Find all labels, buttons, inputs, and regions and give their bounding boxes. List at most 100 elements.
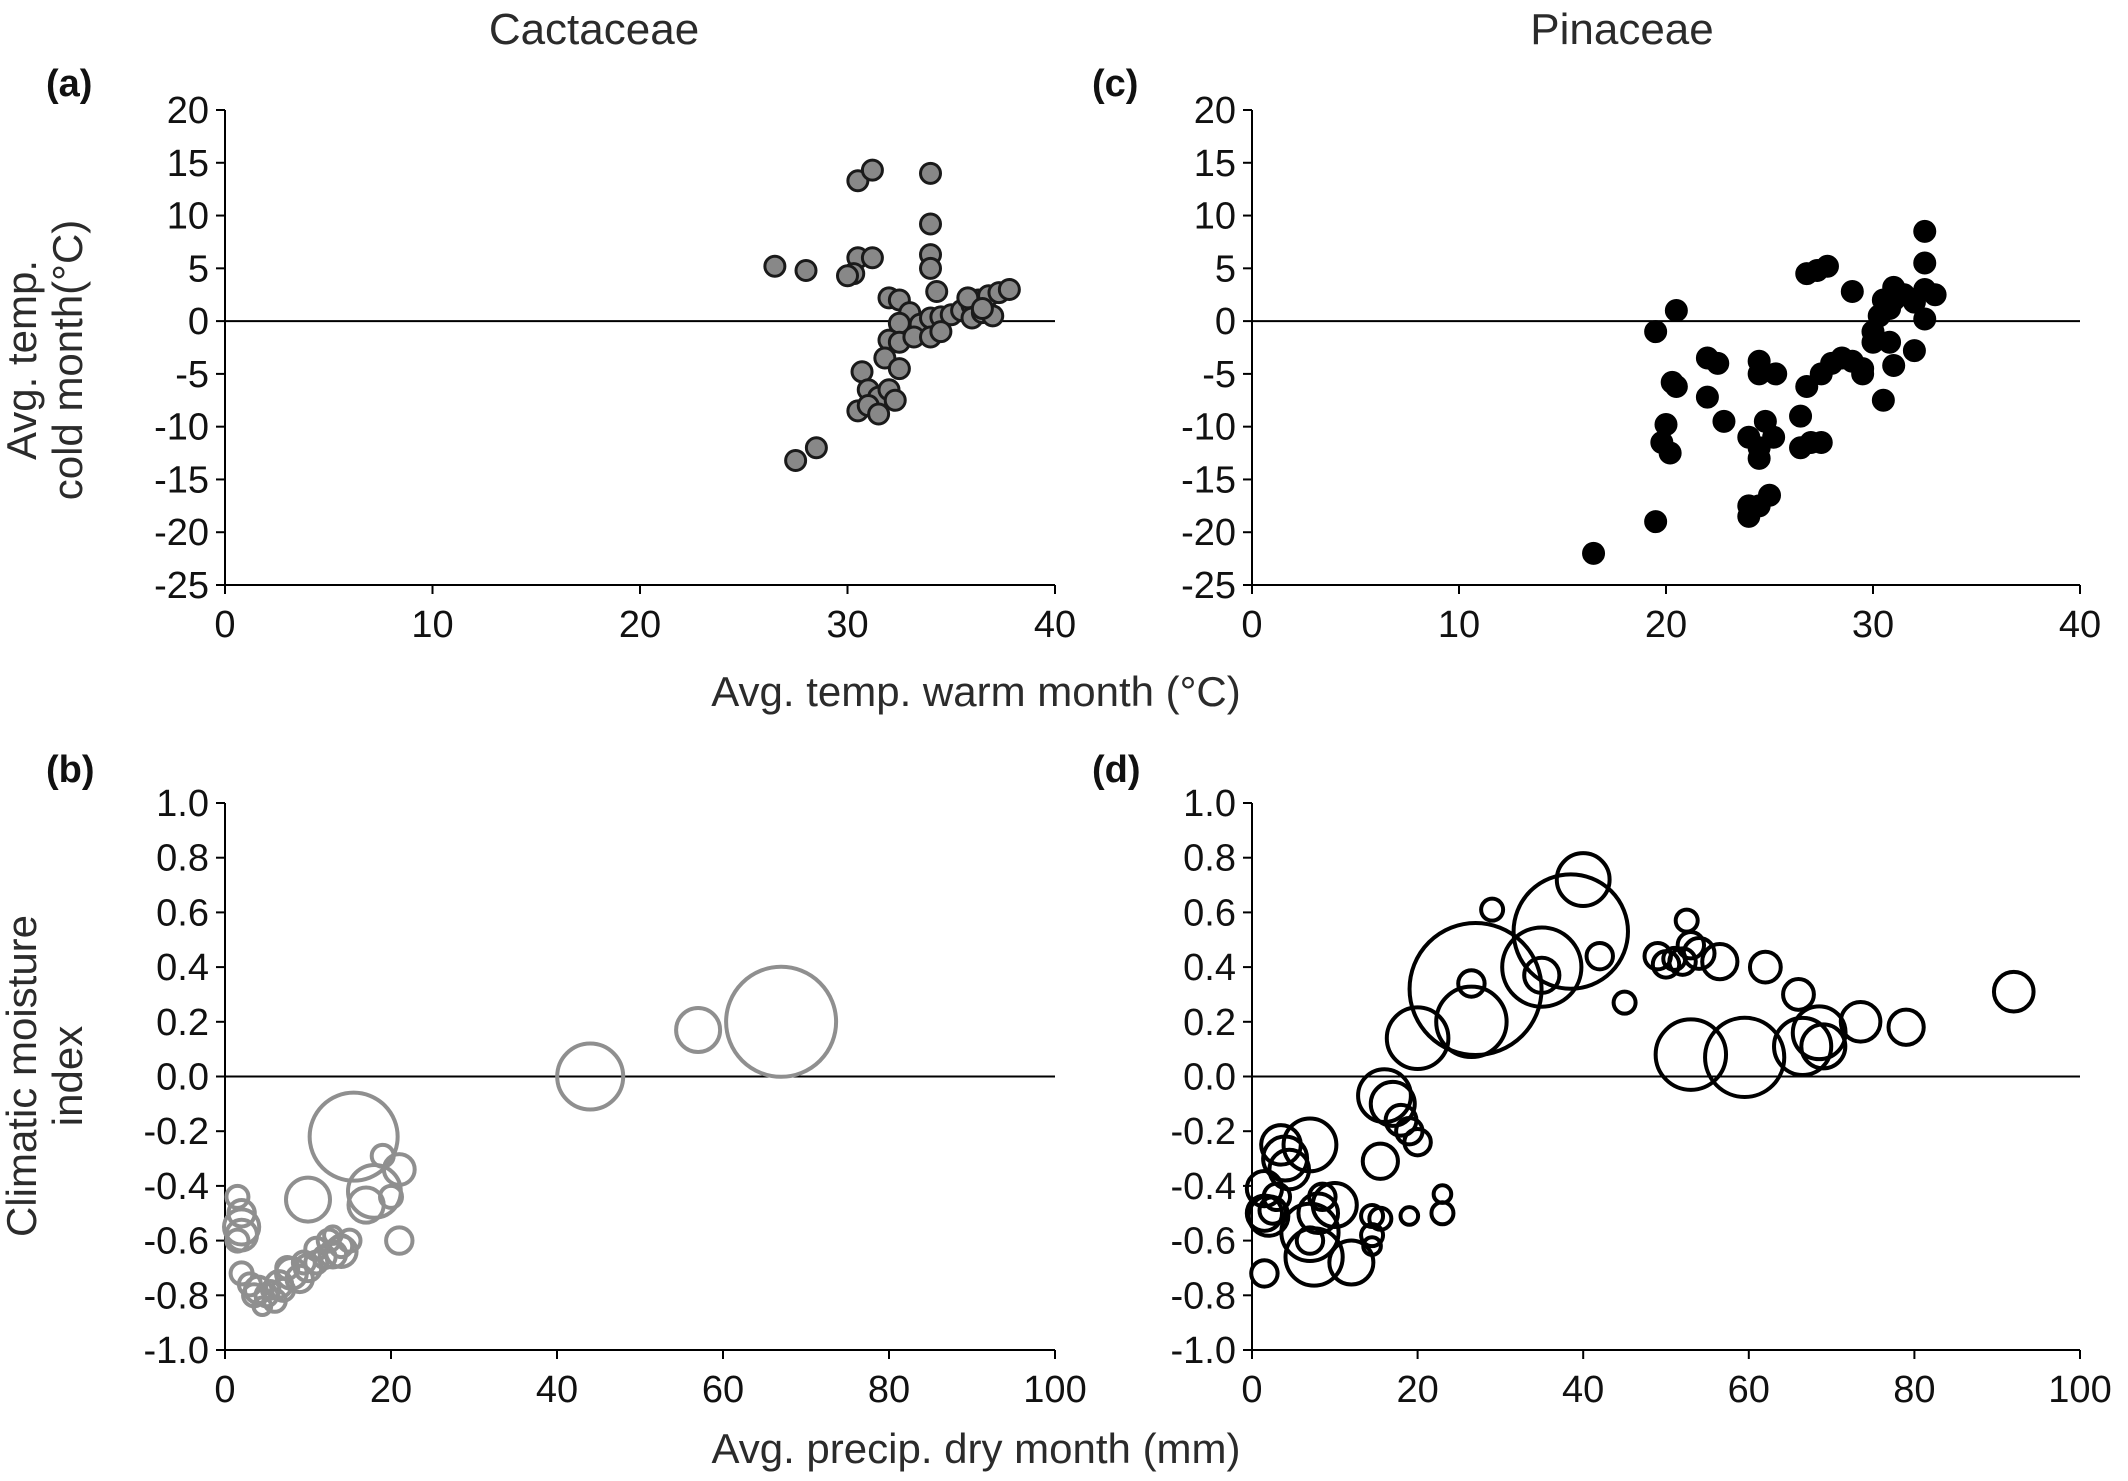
data-point	[1398, 1205, 1421, 1227]
x-tick-label: 100	[1023, 1369, 1086, 1411]
data-point	[315, 1227, 342, 1254]
data-point	[1991, 969, 2036, 1014]
data-point	[222, 1207, 262, 1247]
x-tick-label: 20	[370, 1369, 412, 1411]
y-tick-label: -10	[154, 407, 209, 449]
y-axis-label-moisture-line1: Climatic moisture	[0, 915, 45, 1237]
data-point	[284, 1175, 332, 1224]
y-tick-label: 0.2	[1183, 1002, 1236, 1044]
data-point	[763, 254, 787, 278]
data-point	[1429, 1200, 1456, 1227]
x-tick-label: 0	[1241, 604, 1262, 646]
y-tick-label: -0.2	[144, 1111, 209, 1153]
data-point	[674, 1006, 723, 1055]
data-point	[1712, 409, 1736, 433]
data-point	[1799, 1022, 1848, 1071]
data-point	[1257, 1195, 1288, 1226]
x-tick-label: 10	[411, 604, 453, 646]
data-point	[1747, 949, 1783, 985]
y-tick-label: -0.4	[1171, 1166, 1236, 1208]
x-tick-label: 40	[1034, 604, 1076, 646]
panel-label-d: (d)	[1092, 749, 1141, 791]
y-tick-label: -5	[175, 354, 209, 396]
x-tick-label: 100	[2048, 1369, 2111, 1411]
data-point	[1407, 920, 1544, 1057]
data-point	[1456, 968, 1487, 999]
data-point	[1611, 989, 1638, 1016]
series-points	[763, 158, 1021, 472]
data-point	[1747, 446, 1771, 470]
y-axis-label-moisture: Climatic moisture index	[0, 915, 91, 1237]
y-axis-label-moisture-line2: index	[44, 1026, 91, 1126]
data-point	[1923, 283, 1947, 307]
y-tick-label: 10	[167, 196, 209, 238]
y-tick-label: -0.8	[144, 1275, 209, 1317]
data-point	[1402, 1126, 1433, 1158]
data-point	[1384, 1005, 1451, 1072]
data-point	[1878, 330, 1902, 354]
data-point	[1762, 425, 1786, 449]
y-tick-label: -25	[1181, 565, 1236, 607]
data-point	[925, 280, 949, 304]
panel-label-b: (b)	[46, 749, 95, 791]
data-point	[1359, 1222, 1386, 1249]
data-point	[1675, 930, 1707, 961]
y-tick-label: 0.2	[156, 1002, 209, 1044]
y-tick-label: 5	[188, 248, 209, 290]
data-point	[1327, 1238, 1376, 1287]
data-point	[1789, 404, 1813, 428]
x-axis-label-temperature: Avg. temp. warm month (°C)	[711, 668, 1241, 715]
data-point	[860, 158, 884, 182]
data-point	[867, 402, 891, 426]
y-tick-label: 20	[167, 90, 209, 132]
data-point	[1886, 1007, 1926, 1047]
data-point	[1703, 1015, 1787, 1099]
y-tick-label: -20	[154, 512, 209, 554]
series-points	[1244, 851, 2036, 1289]
x-tick-label: 20	[1645, 604, 1687, 646]
y-axis-label-temperature: Avg. temp. cold month(°C)	[0, 220, 91, 501]
data-point	[1913, 251, 1937, 275]
data-point	[1664, 299, 1688, 323]
data-point	[307, 1090, 400, 1183]
data-point	[1809, 431, 1833, 454]
data-point	[290, 1249, 317, 1276]
data-point	[1244, 1169, 1285, 1209]
y-tick-label: 5	[1215, 248, 1236, 290]
y-tick-label: -10	[1181, 407, 1236, 449]
data-point	[1479, 896, 1506, 923]
data-point	[919, 256, 942, 280]
x-tick-label: 60	[1728, 1369, 1770, 1411]
data-point	[1781, 977, 1816, 1012]
y-tick-label: -0.6	[1171, 1221, 1236, 1263]
data-point	[381, 1152, 417, 1187]
series-points	[222, 964, 839, 1318]
data-point	[1871, 388, 1895, 412]
data-point	[1434, 984, 1509, 1059]
x-tick-label: 0	[214, 1369, 235, 1411]
x-tick-label: 80	[868, 1369, 910, 1411]
y-tick-label: 0.8	[1183, 838, 1236, 880]
x-tick-label: 30	[1852, 604, 1894, 646]
data-point	[1644, 510, 1668, 534]
panel-d: (d) 1.0 0.8 0.6 0.4 0.2 0.0 -0.2 -0.4 -0.6 -0.8 -1.…	[1092, 749, 2112, 1411]
x-tick-label: 80	[1893, 1369, 1935, 1411]
y-tick-label: -15	[154, 459, 209, 501]
y-tick-label: -5	[1202, 354, 1236, 396]
y-tick-label: 0.6	[1183, 892, 1236, 934]
y-tick-label: 0.0	[1183, 1057, 1236, 1099]
y-tick-label: -1.0	[144, 1330, 209, 1372]
data-point	[1658, 441, 1682, 465]
data-point	[1261, 1181, 1293, 1213]
data-point	[919, 161, 942, 185]
data-point	[1764, 362, 1788, 386]
data-point	[836, 264, 859, 288]
data-point	[384, 1225, 415, 1256]
data-point	[724, 964, 839, 1079]
data-point	[1653, 1017, 1729, 1092]
data-point	[1307, 1181, 1338, 1213]
y-tick-label: 0	[1215, 301, 1236, 343]
